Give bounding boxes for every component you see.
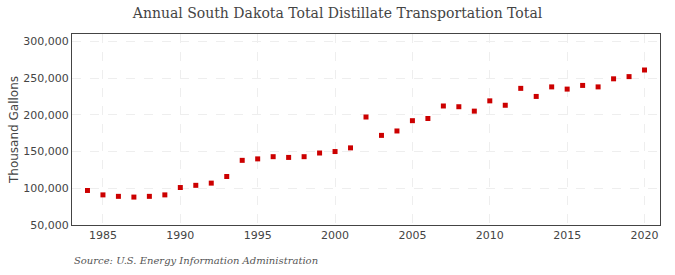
- svg-text:2020: 2020: [631, 229, 659, 242]
- svg-text:300,000: 300,000: [23, 35, 69, 48]
- svg-text:2000: 2000: [321, 229, 349, 242]
- svg-text:200,000: 200,000: [23, 109, 69, 122]
- svg-text:1995: 1995: [244, 229, 272, 242]
- svg-text:1990: 1990: [166, 229, 194, 242]
- svg-text:Source: U.S. Energy Informatio: Source: U.S. Energy Information Administ…: [74, 255, 318, 266]
- svg-text:1985: 1985: [89, 229, 117, 242]
- svg-text:150,000: 150,000: [23, 145, 69, 158]
- svg-text:50,000: 50,000: [30, 219, 69, 232]
- svg-text:2010: 2010: [476, 229, 504, 242]
- svg-text:2005: 2005: [398, 229, 426, 242]
- svg-text:Annual South Dakota Total Dist: Annual South Dakota Total Distillate Tra…: [132, 5, 543, 21]
- svg-text:100,000: 100,000: [23, 182, 69, 195]
- svg-text:2015: 2015: [553, 229, 581, 242]
- svg-text:Thousand Gallons: Thousand Gallons: [7, 76, 21, 184]
- svg-text:250,000: 250,000: [23, 72, 69, 85]
